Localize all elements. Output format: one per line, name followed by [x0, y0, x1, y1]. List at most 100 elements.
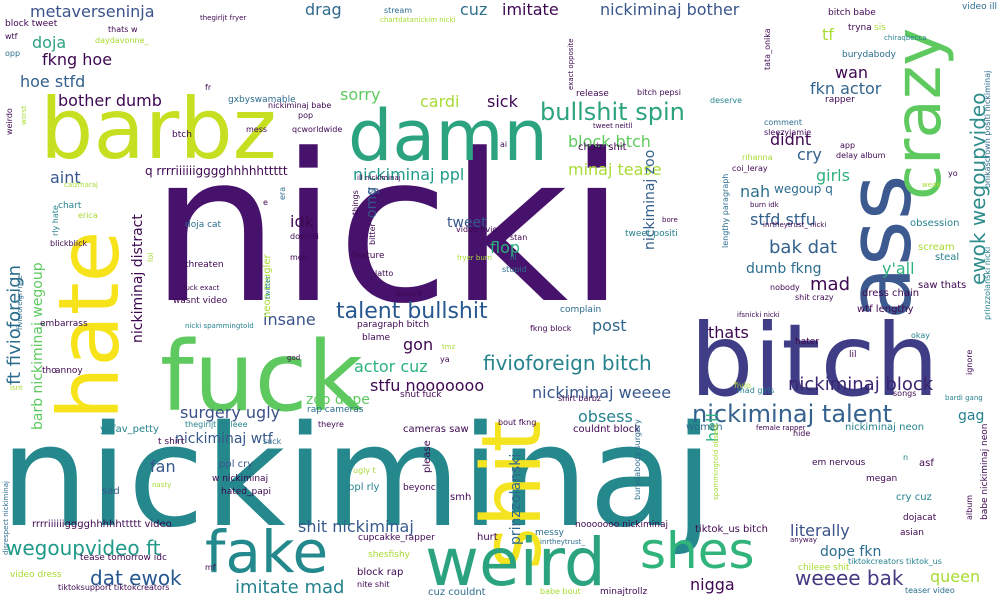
word-fivioforeign-bitch: fivioforeign bitch	[483, 351, 652, 375]
word-mess: mess	[246, 125, 267, 134]
word-annoy: annoy	[55, 366, 83, 376]
word-inrtheytrust-nicki: inrtheytrust_ nicki	[763, 221, 826, 229]
word-ignore: ignore	[965, 350, 974, 375]
word-couldnt-block: couldnt block	[573, 424, 640, 435]
word-hate: hate	[40, 231, 138, 420]
word-nickiminaj-wtf: nickiminaj wtf	[175, 431, 274, 447]
word-theyre: theyre	[318, 420, 344, 429]
word-thegirljt-chileee: thegirljt chileee	[185, 420, 248, 429]
word-obsess: obsess	[578, 407, 633, 426]
word-comment: comment	[764, 118, 802, 127]
word-tryna: tryna	[848, 23, 872, 33]
word-tiktok-us-bitch: tiktok_us bitch	[695, 524, 768, 535]
word-spammingtold-obsess: spammingtold obsess	[712, 423, 720, 500]
word-scream: scream	[918, 242, 955, 253]
word-nickiminaj-neon: nickiminaj neon	[845, 422, 924, 433]
word-y-all: y'all	[882, 259, 915, 278]
word-burydabody-surgery: burydabody surgery	[633, 419, 642, 500]
word-things: things	[351, 190, 360, 215]
word-lil: lil	[849, 350, 857, 360]
word-e: e	[263, 198, 268, 207]
word-hater: hater	[795, 337, 819, 347]
word-erica: erica	[78, 211, 98, 220]
word-bitch-pepsi: bitch pepsi	[637, 88, 681, 97]
word-rrrriiiiiigggghhhhhttttt-video: rrrriiiiiigggghhhhhttttt video	[32, 519, 172, 530]
word-chart: chart	[58, 201, 82, 211]
word-fake: fake	[205, 518, 328, 586]
word-shirt-barbz: shirt barbz	[558, 394, 601, 403]
word-post: post	[592, 316, 627, 335]
word-mf: mf	[205, 563, 216, 572]
word-fuck: fuck	[160, 321, 363, 433]
word-era: era	[278, 187, 287, 200]
word-btch: btch	[172, 130, 192, 140]
word-worst: worst	[20, 105, 28, 125]
word-weeee-bak: weeee bak	[795, 566, 904, 590]
word-ft-fivioforeign: ft fivioforeign	[4, 265, 25, 385]
word-bullshit-spin: bullshit spin	[540, 98, 685, 126]
word-weirdo: weirdo	[5, 108, 14, 135]
word-nooooooo-nickiminaj: nooooooo nickiminaj	[575, 520, 668, 530]
word-nicki: nicki	[150, 111, 625, 349]
word-tf: tf	[822, 25, 834, 44]
word-prinzzolanski: prinzzolanski	[508, 454, 524, 545]
word-bother-dumb: bother dumb	[58, 91, 162, 110]
word-dumb-fkng: dumb fkng	[746, 261, 822, 277]
word-fivio: fivio	[734, 381, 751, 390]
word-nobody: nobody	[770, 283, 800, 292]
word-app: app	[840, 141, 855, 150]
word-yafav-petty: yafav_petty	[100, 424, 159, 435]
word-barb-nickiminaj-wegoup: barb nickiminaj wegoup	[30, 262, 46, 430]
word-paragraph-bitch: paragraph bitch	[357, 320, 429, 330]
word-delay-album: delay album	[836, 151, 886, 160]
word-w-nickiminaj: w nickiminaj	[212, 474, 268, 484]
word-rly-hate: rly hate	[51, 205, 60, 236]
word-stream: stream	[384, 6, 412, 15]
word-ifsnicki-nicki: ifsnicki nicki	[737, 311, 780, 319]
word-sad: sad	[102, 486, 120, 497]
word-teaser-video: teaser video	[905, 586, 955, 595]
word-shes: shes	[640, 522, 755, 580]
word-ewok-wegoupvideo: ewok wegoupvideo	[966, 93, 990, 285]
word-em-nervous: em nervous	[812, 458, 866, 468]
word-dope-fkn: dope fkn	[820, 544, 881, 560]
word-stupid: stupid	[502, 265, 527, 274]
word-coi-leray: coi_leray	[732, 164, 768, 173]
word-ass: ass	[828, 174, 931, 320]
word-rihanna: rihanna	[742, 153, 773, 162]
word-queen: queen	[930, 567, 980, 586]
word-asf: asf	[919, 458, 934, 469]
word-q-rrrriiiiiigggghhhhhttttt: q rrrriiiiiigggghhhhhttttt	[145, 164, 288, 178]
word-nickiminaj-zoo: nickiminaj zoo	[642, 150, 658, 250]
word-chiraqbecca: chiraqbecca	[884, 34, 927, 42]
word-female-rapper: female rapper	[756, 424, 806, 432]
word-fivioforeign-nite: fivioforeign nite	[16, 275, 24, 330]
word-cuz: cuz	[460, 0, 487, 19]
word-tho: tho	[42, 366, 57, 376]
word-tweet: tweet	[447, 215, 487, 231]
word-zoo-dope: zoo dope	[306, 392, 370, 408]
word-dat-ewok: dat ewok	[90, 566, 182, 590]
word-threaten: threaten	[185, 260, 224, 270]
word-babe-bout: babe bout	[540, 587, 581, 596]
word-gxbyswamable: gxbyswamable	[228, 95, 296, 105]
word-wtf-lengthy: wtf lengthy	[857, 304, 914, 315]
word-inrtheytrust-: inrtheytrust_	[540, 538, 585, 546]
word-thegirljt-fryer: thegirljt fryer	[200, 14, 246, 22]
word-burn-idk: burn idk	[750, 201, 780, 209]
word-imitate: imitate	[502, 0, 559, 19]
word-omg: omg	[364, 187, 380, 218]
word-tweet-positi: tweet positi	[625, 229, 678, 239]
word-tata-onika: tata_onika	[763, 28, 772, 70]
word-cardi: cardi	[420, 92, 460, 111]
word-nickiminaj-block: nickiminaj block	[788, 374, 934, 395]
word-block-tweet: block tweet	[5, 19, 58, 29]
word-messy: messy	[535, 528, 565, 538]
word-smh: smh	[450, 492, 471, 503]
word-nickiminaj-distract: nickiminaj distract	[130, 214, 146, 343]
word-ppl-rly: ppl rly	[348, 482, 380, 493]
word-embarrass: embarrass	[40, 319, 88, 329]
word-thats: thats	[708, 323, 749, 342]
word-hurt: hurt	[477, 532, 498, 543]
word-please: please	[422, 440, 433, 473]
